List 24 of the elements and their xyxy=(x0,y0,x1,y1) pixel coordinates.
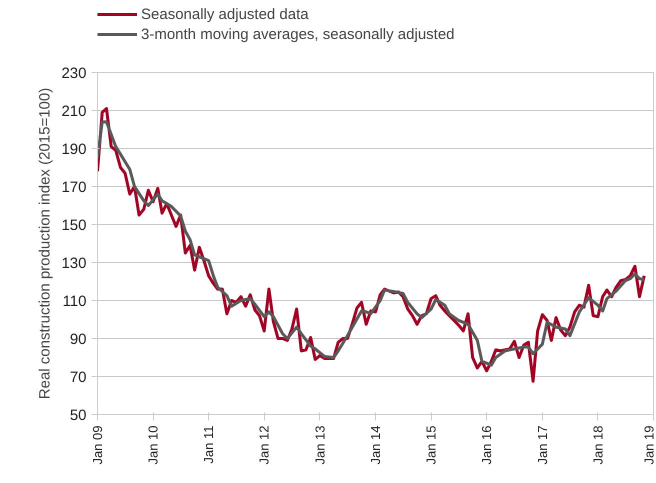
y-axis-title: Real construction production index (2015=100) xyxy=(36,88,54,400)
x-tick-label: Jan 10 xyxy=(146,425,161,465)
x-tick-label: Jan 13 xyxy=(312,425,328,465)
y-tick-label: 50 xyxy=(70,407,87,424)
legend-label: 3-month moving averages, seasonally adjusted xyxy=(141,26,455,42)
y-tick-label: 170 xyxy=(61,179,87,196)
y-tick-label: 150 xyxy=(61,217,87,234)
y-tick-label: 210 xyxy=(61,103,87,120)
x-tick-label: Jan 12 xyxy=(256,425,272,465)
x-tick-label: Jan 17 xyxy=(534,425,550,465)
y-tick-label: 110 xyxy=(62,293,87,310)
y-tick-label: 130 xyxy=(61,255,87,272)
y-tick-label: 230 xyxy=(61,65,87,82)
x-tick-label: Jan 09 xyxy=(90,425,105,465)
x-tick-label: Jan 19 xyxy=(642,425,656,465)
x-tick-label: Jan 18 xyxy=(590,425,606,465)
x-tick-label: Jan 11 xyxy=(201,425,216,464)
x-tick-label: Jan 16 xyxy=(479,425,494,465)
y-tick-label: 70 xyxy=(70,369,87,386)
x-tick-label: Jan 14 xyxy=(368,425,383,465)
legend-label: Seasonally adjusted data xyxy=(141,6,309,22)
y-tick-label: 90 xyxy=(70,331,87,348)
x-tick-label: Jan 15 xyxy=(424,425,439,465)
y-tick-label: 190 xyxy=(61,141,87,158)
